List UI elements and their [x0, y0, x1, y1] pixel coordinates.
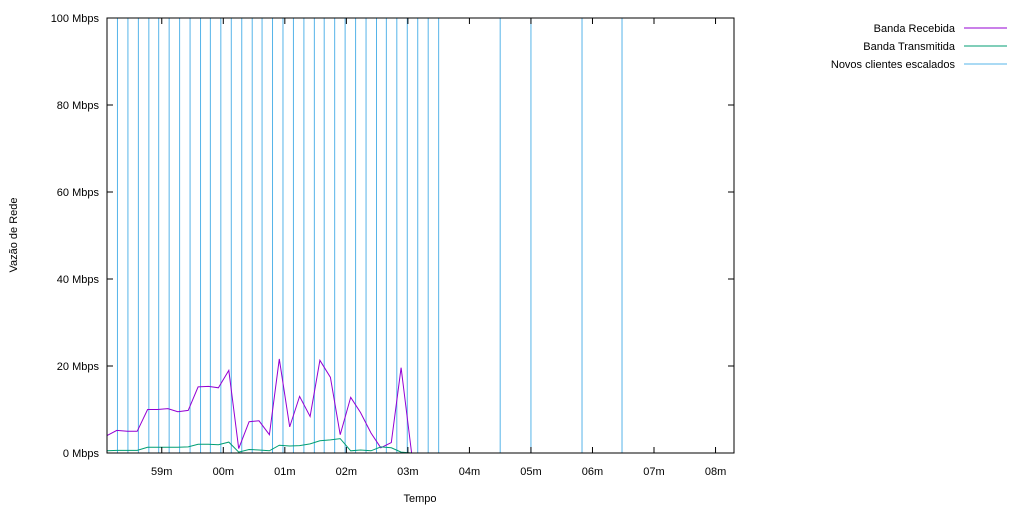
- scaling-events-layer: [116, 18, 735, 453]
- y-tick-label: 100 Mbps: [51, 13, 100, 25]
- x-axis: 59m 00m 01m 02m 03m 04m 05m 06m 07m 08m: [151, 18, 726, 478]
- legend: Banda Recebida Banda Transmitida Novos cli…: [831, 23, 1007, 71]
- x-tick-label: 59m: [151, 466, 172, 478]
- x-tick-label: 05m: [520, 466, 541, 478]
- legend-label: Novos clientes escalados: [831, 59, 956, 71]
- y-tick-label: 80 Mbps: [57, 100, 100, 112]
- legend-label: Banda Recebida: [874, 23, 956, 35]
- y-tick-label: 40 Mbps: [57, 274, 100, 286]
- x-tick-label: 08m: [705, 466, 726, 478]
- x-tick-label: 00m: [213, 466, 234, 478]
- plot-frame: [106, 17, 735, 454]
- y-axis-label: Vazão de Rede: [8, 197, 20, 272]
- x-axis-label: Tempo: [403, 493, 436, 505]
- series-layer: [106, 358, 432, 454]
- x-tick-label: 07m: [643, 466, 664, 478]
- x-tick-label: 01m: [274, 466, 295, 478]
- y-tick-label: 20 Mbps: [57, 361, 100, 373]
- series-line-banda-recebida: [106, 358, 432, 454]
- y-tick-label: 0 Mbps: [63, 448, 100, 460]
- x-tick-label: 03m: [397, 466, 418, 478]
- y-axis: 0 Mbps 20 Mbps 40 Mbps 60 Mbps 80 Mbps 100 Mb…: [51, 13, 734, 460]
- y-tick-label: 60 Mbps: [57, 187, 100, 199]
- legend-label: Banda Transmitida: [863, 41, 956, 53]
- series-line-banda-transmitida: [106, 438, 432, 454]
- x-tick-label: 02m: [336, 466, 357, 478]
- x-tick-label: 04m: [459, 466, 480, 478]
- x-tick-label: 06m: [582, 466, 603, 478]
